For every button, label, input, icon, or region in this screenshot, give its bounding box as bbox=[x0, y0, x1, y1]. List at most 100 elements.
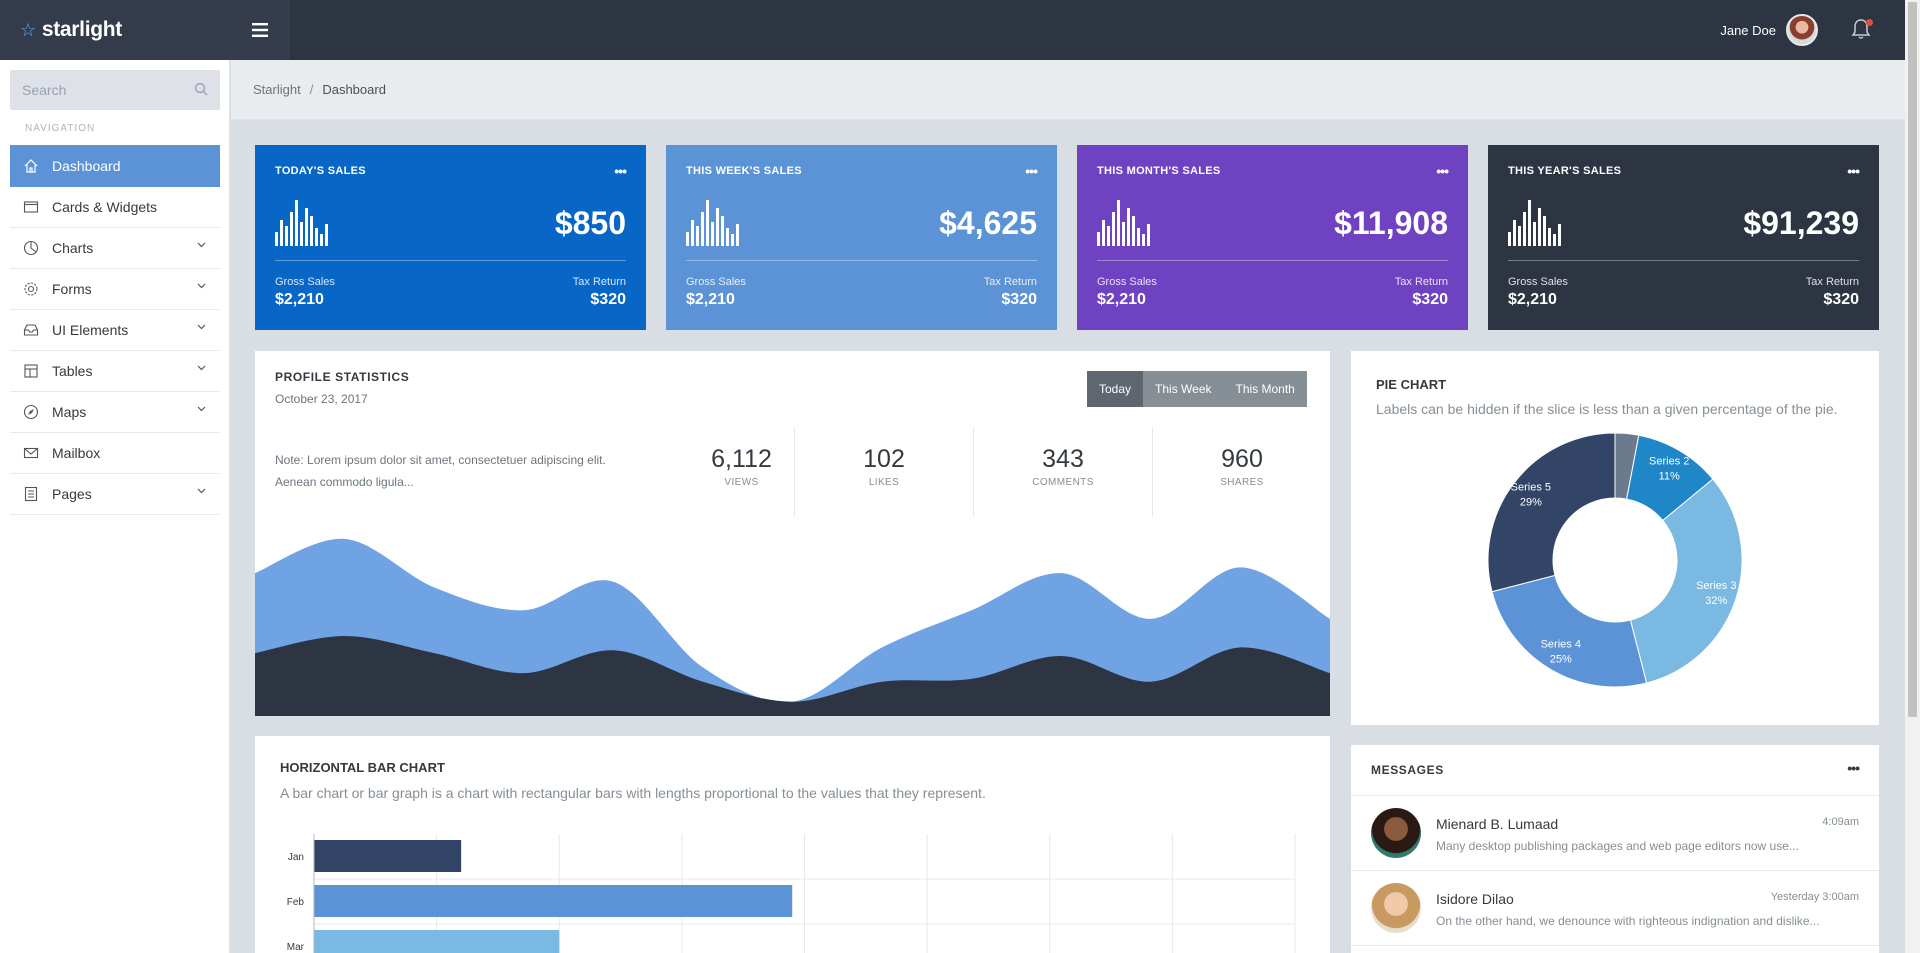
sparkline-bar bbox=[300, 222, 303, 246]
divider bbox=[275, 260, 626, 261]
sparkline-bar bbox=[1548, 228, 1551, 246]
search-icon[interactable] bbox=[194, 82, 208, 96]
more-options-icon[interactable]: ••• bbox=[1436, 163, 1449, 179]
chevron-down-icon bbox=[197, 488, 206, 494]
metric-label: LIKES bbox=[868, 477, 900, 488]
divider bbox=[1508, 260, 1859, 261]
panel-description: A bar chart or bar graph is a chart with… bbox=[280, 785, 986, 801]
sparkline-bar bbox=[721, 216, 724, 246]
pie-slice-label: Series 5 29% bbox=[1511, 482, 1551, 509]
breadcrumb-root-link[interactable]: Starlight bbox=[253, 82, 301, 97]
gross-sales-value: $2,210 bbox=[686, 291, 735, 308]
more-options-icon[interactable]: ••• bbox=[1847, 760, 1860, 776]
sparkline-bar bbox=[1132, 216, 1135, 246]
menu-toggle-button[interactable] bbox=[230, 0, 290, 60]
tab-today[interactable]: Today bbox=[1087, 371, 1144, 407]
sidebar-item-cards-widgets[interactable]: Cards & Widgets bbox=[10, 187, 220, 228]
message-time: 4:09am bbox=[1822, 816, 1859, 828]
pie-slice-5[interactable] bbox=[1487, 432, 1616, 593]
search-input[interactable] bbox=[22, 82, 182, 98]
chevron-down-icon bbox=[197, 365, 206, 371]
sparkline-bar bbox=[691, 220, 694, 246]
sparkline-bar bbox=[711, 222, 714, 246]
sparkline-bar bbox=[1127, 208, 1130, 246]
sidebar-item-tables[interactable]: Tables bbox=[10, 351, 220, 392]
sidebar-item-charts[interactable]: Charts bbox=[10, 228, 220, 269]
pie-slice-label: Series 3 32% bbox=[1696, 580, 1736, 607]
star-icon: ☆ bbox=[20, 19, 36, 40]
card-title: THIS MONTH'S SALES bbox=[1097, 165, 1221, 177]
sparkline-bar bbox=[1122, 222, 1125, 246]
category-label: Feb bbox=[287, 897, 305, 908]
pie-slice-4[interactable] bbox=[1491, 574, 1648, 688]
sidebar-item-label: Charts bbox=[52, 240, 94, 256]
tax-return-label: Tax Return bbox=[1805, 276, 1859, 288]
sparkline-bar bbox=[696, 226, 699, 246]
sidebar-item-label: Pages bbox=[52, 486, 92, 502]
category-label: Jan bbox=[288, 852, 304, 863]
message-item[interactable]: Mienard B. Lumaad 4:09am Many desktop pu… bbox=[1351, 796, 1879, 871]
notification-dot bbox=[1866, 19, 1873, 26]
card-title: TODAY'S SALES bbox=[275, 165, 366, 177]
avatar bbox=[1786, 14, 1818, 46]
pie-slice-3[interactable] bbox=[1629, 478, 1743, 684]
sparkline-bar bbox=[1097, 232, 1100, 246]
sidebar-item-maps[interactable]: Maps bbox=[10, 392, 220, 433]
scrollbar-thumb[interactable] bbox=[1908, 2, 1917, 717]
more-options-icon[interactable]: ••• bbox=[1025, 163, 1038, 179]
gear-icon bbox=[22, 280, 40, 298]
bar-jan[interactable] bbox=[314, 840, 462, 872]
sparkline-bar bbox=[305, 208, 308, 246]
breadcrumb: Starlight / Dashboard bbox=[231, 60, 1905, 120]
bar-feb[interactable] bbox=[314, 885, 793, 917]
notifications-button[interactable] bbox=[1851, 18, 1873, 40]
page-scrollbar[interactable] bbox=[1905, 0, 1920, 953]
card-amount: $91,239 bbox=[1743, 205, 1859, 241]
sparkline-bar bbox=[320, 234, 323, 246]
sparkline-bar bbox=[731, 234, 734, 246]
metric-label: SHARES bbox=[1220, 477, 1264, 488]
more-options-icon[interactable]: ••• bbox=[1847, 163, 1860, 179]
stat-card-year: THIS YEAR'S SALES ••• $91,239 Gross Sale… bbox=[1488, 145, 1879, 330]
sidebar-item-pages[interactable]: Pages bbox=[10, 474, 220, 515]
divider bbox=[686, 260, 1037, 261]
sparkline-bars bbox=[686, 200, 746, 246]
more-options-icon[interactable]: ••• bbox=[614, 163, 627, 179]
panel-title: MESSAGES bbox=[1371, 763, 1444, 777]
tab-this-week[interactable]: This Week bbox=[1155, 382, 1212, 396]
tab-this-month[interactable]: This Month bbox=[1235, 382, 1295, 396]
messages-panel: MESSAGES ••• Mienard B. Lumaad 4:09am Ma… bbox=[1351, 745, 1879, 953]
sparkline-bar bbox=[275, 232, 278, 246]
sparkline-bar bbox=[1513, 220, 1516, 246]
sparkline-bar bbox=[325, 224, 328, 246]
brand-logo[interactable]: ☆ starlight bbox=[0, 0, 230, 60]
sparkline-bar bbox=[1558, 224, 1561, 246]
gross-sales-label: Gross Sales bbox=[1097, 276, 1157, 288]
sidebar-item-forms[interactable]: Forms bbox=[10, 269, 220, 310]
avatar bbox=[1371, 808, 1421, 858]
sidebar-item-label: Dashboard bbox=[52, 158, 121, 174]
panel-description: Labels can be hidden if the slice is les… bbox=[1376, 401, 1838, 417]
pages-icon bbox=[22, 485, 40, 503]
metric-views: 6,112 VIEWS bbox=[652, 427, 831, 517]
sidebar-item-mailbox[interactable]: Mailbox bbox=[10, 433, 220, 474]
sidebar-item-dashboard[interactable]: Dashboard bbox=[10, 145, 220, 187]
message-item[interactable]: Isidore Dilao Yesterday 3:00am On the ot… bbox=[1351, 871, 1879, 946]
sparkline-bar bbox=[1117, 200, 1120, 246]
card-amount: $850 bbox=[554, 205, 626, 241]
sparkline-bar bbox=[295, 200, 298, 246]
bar-mar[interactable] bbox=[314, 930, 560, 953]
gross-sales-value: $2,210 bbox=[275, 291, 324, 308]
compass-icon bbox=[22, 403, 40, 421]
sidebar-item-label: Mailbox bbox=[52, 445, 101, 461]
metric-comments: 343 COMMENTS bbox=[973, 427, 1152, 517]
panel-title: PROFILE STATISTICS bbox=[275, 370, 410, 384]
sidebar-item-ui-elements[interactable]: UI Elements bbox=[10, 310, 220, 351]
sparkline-bar bbox=[1107, 226, 1110, 246]
message-sender: Mienard B. Lumaad bbox=[1436, 816, 1559, 832]
profile-note: Note: Lorem ipsum dolor sit amet, consec… bbox=[275, 453, 606, 489]
sidebar-item-label: Maps bbox=[52, 404, 87, 420]
sidebar-nav: Dashboard Cards & Widgets Charts Forms U… bbox=[10, 145, 220, 515]
user-menu[interactable]: Jane Doe bbox=[1720, 14, 1818, 46]
sparkline-bar bbox=[315, 228, 318, 246]
